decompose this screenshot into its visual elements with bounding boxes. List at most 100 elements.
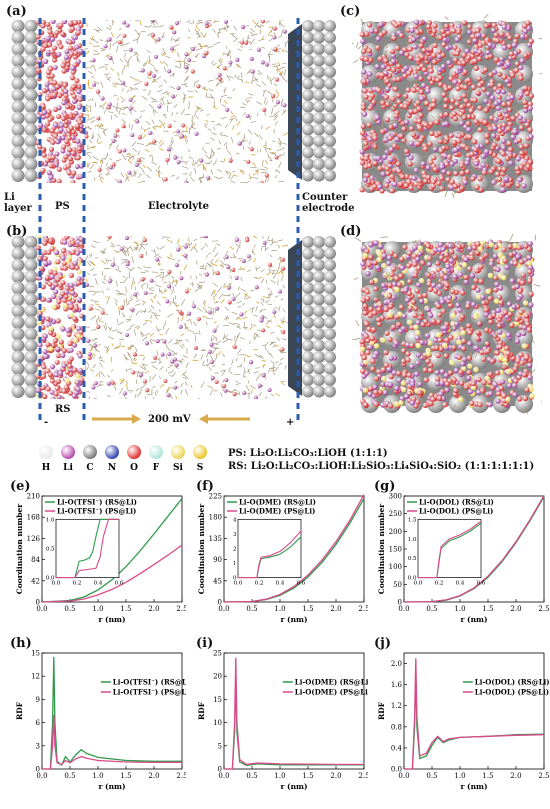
series-line-ps	[41, 544, 183, 603]
series-line-rs	[42, 656, 182, 770]
inset-x-tick-label: 0.0	[234, 581, 243, 587]
atom-H-icon	[39, 445, 53, 459]
y-tick-label: 6	[36, 719, 41, 727]
chart-h: 0.0 0.5 1.0 1.5 2.0 2.5 0 3 6 9 12 15 r (nm) RDF Li-O(…	[15, 650, 186, 792]
inset-x-tick-label: 0.0	[52, 581, 61, 587]
x-tick-label: 1.5	[482, 772, 493, 780]
series-line-ps	[223, 494, 365, 603]
y-tick-label: 90	[213, 556, 222, 564]
atom-O-label: O	[130, 463, 138, 473]
inset-x-tick-label: 0.0	[414, 581, 423, 587]
y-tick-label: 0	[398, 599, 402, 607]
panel-label-j: (j)	[374, 636, 392, 651]
y-tick-label: 126	[27, 535, 41, 543]
y-tick-label: 0.8	[391, 723, 402, 731]
inset-x-tick-label: 0.6	[297, 581, 306, 587]
snapshot-d	[352, 234, 542, 414]
snapshot-b	[10, 236, 340, 399]
atom-S-icon	[193, 445, 207, 459]
x-axis-label: r (nm)	[98, 782, 125, 791]
panel-label-c: (c)	[340, 4, 361, 19]
x-axis-label: r (nm)	[98, 615, 125, 624]
y-tick-label: 0	[218, 766, 222, 774]
x-tick-label: 2.5	[538, 605, 549, 613]
panel-label-g: (g)	[374, 479, 396, 494]
y-tick-label: 84	[31, 556, 40, 564]
y-tick-label: 42	[31, 577, 40, 585]
x-tick-label: 0.5	[246, 605, 257, 613]
inset-series-line-ps	[238, 530, 302, 579]
y-tick-label: 180	[209, 514, 222, 522]
inset-x-tick-label: 0.6	[115, 581, 124, 587]
x-tick-label: 1.5	[482, 605, 493, 613]
series-line-ps	[403, 495, 545, 603]
legend-entry: Li-O(DOL) (PS@Li)	[419, 507, 493, 516]
y-tick-label: 1.6	[391, 681, 403, 689]
legend-entry: Li-O(TFSI⁻) (RS@Li)	[57, 498, 137, 507]
legend-entry: Li-O(DOL) (PS@Li)	[475, 688, 549, 697]
atom-F-label: F	[153, 463, 160, 473]
atom-H-label: H	[42, 463, 51, 473]
y-tick-label: 1.2	[391, 702, 402, 710]
inset-y-tick-label: 0	[233, 576, 237, 582]
y-tick-label: 45	[213, 577, 222, 585]
legend-entry: Li-O(DME) (PS@Li)	[239, 507, 315, 516]
y-tick-label: 150	[389, 546, 402, 554]
legend-entry: Li-O(DME) (RS@Li)	[239, 498, 316, 507]
y-tick-label: 2.0	[391, 660, 402, 668]
label-minus: -	[44, 417, 49, 428]
atom-Si-icon	[171, 445, 185, 459]
inset-y-tick-label: 4	[233, 517, 237, 523]
inset-y-tick-label: 0.0	[46, 576, 55, 582]
x-axis-label: r (nm)	[280, 615, 307, 624]
x-tick-label: 2.5	[358, 772, 368, 780]
panel-label-e: (e)	[10, 479, 31, 494]
dashed-separators	[38, 18, 300, 420]
x-tick-label: 0.5	[64, 772, 75, 780]
x-tick-label: 0.0	[398, 772, 409, 780]
y-tick-label: 0	[36, 766, 40, 774]
y-axis-label: Coordination number	[377, 503, 386, 595]
atom-S-label: S	[197, 463, 204, 473]
label-ps: PS	[55, 201, 70, 212]
inset-y-tick-label: 1.0	[46, 517, 55, 523]
x-tick-label: 1.0	[454, 605, 465, 613]
x-tick-label: 2.0	[148, 605, 159, 613]
x-tick-label: 1.0	[92, 605, 103, 613]
inset-series-line-ps	[418, 520, 482, 579]
x-tick-label: 1.0	[92, 772, 103, 780]
atom-N-label: N	[108, 463, 116, 473]
y-tick-label: 3	[36, 742, 40, 750]
x-tick-label: 1.5	[120, 605, 131, 613]
y-tick-label: 20	[213, 673, 222, 681]
inset-series-line-rs	[56, 518, 119, 579]
chart-g: 0.0 0.5 1.0 1.5 2.0 2.5 0 50 100 150 200 250 300 r (n…	[377, 493, 550, 625]
x-axis-label: r (nm)	[460, 615, 487, 624]
panel-label-h: (h)	[10, 636, 32, 651]
y-tick-label: 15	[213, 696, 222, 704]
atom-N-icon	[105, 445, 119, 459]
x-tick-label: 2.0	[330, 772, 341, 780]
inset-x-tick-label: 0.2	[73, 581, 82, 587]
x-tick-label: 0.0	[218, 605, 229, 613]
legend-entry: Li-O(DOL) (RS@Li)	[419, 498, 494, 507]
inset-x-tick-label: 0.4	[94, 581, 103, 587]
field-arrows	[92, 414, 250, 424]
series-line-ps	[224, 657, 364, 770]
y-tick-label: 12	[31, 673, 40, 681]
label-rs: RS	[55, 404, 71, 415]
y-tick-label: 50	[393, 581, 402, 589]
inset-frame	[237, 518, 302, 578]
x-tick-label: 2.0	[510, 772, 521, 780]
inset-x-tick-label: 0.4	[456, 581, 465, 587]
atom-Li-icon	[61, 445, 75, 459]
x-tick-label: 1.0	[454, 772, 465, 780]
y-tick-label: 168	[27, 514, 40, 522]
x-tick-label: 2.5	[358, 605, 368, 613]
legend-entry: Li-O(DOL) (RS@Li)	[475, 678, 550, 687]
atom-F-icon	[149, 445, 163, 459]
chart-j: 0.0 0.5 1.0 1.5 2.0 2.5 0.0 0.4 0.8 1.2 1.6 2.0 r (n…	[377, 652, 550, 791]
x-tick-label: 0.0	[398, 605, 409, 613]
panel-label-a: (a)	[6, 4, 27, 19]
y-tick-label: 0	[36, 599, 40, 607]
